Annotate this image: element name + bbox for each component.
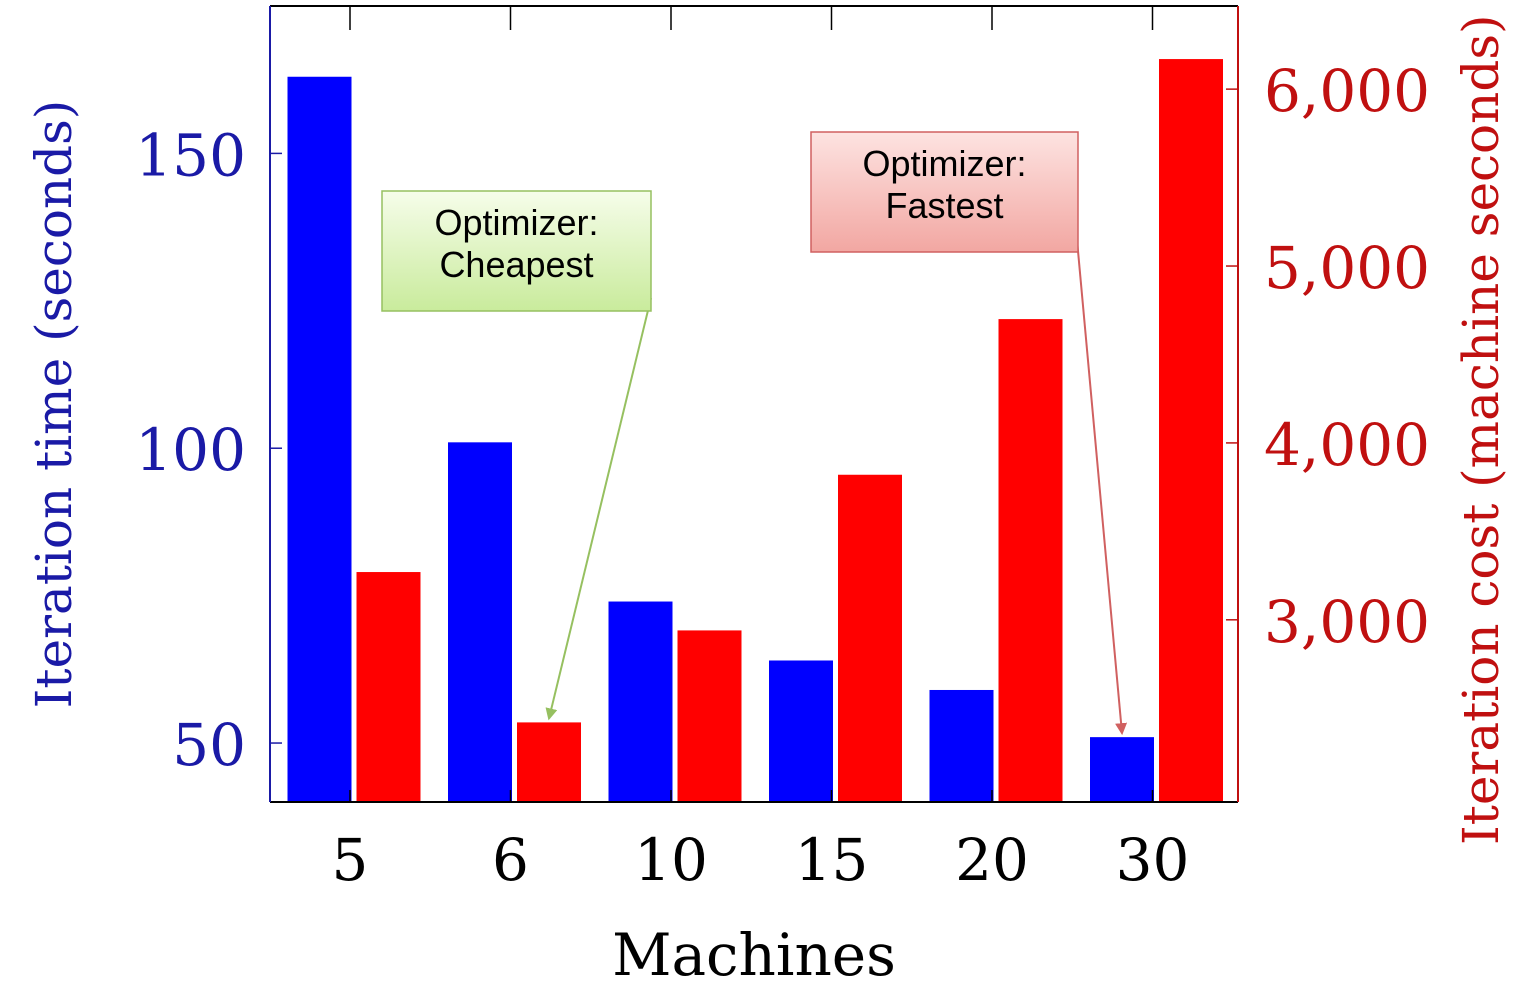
bar-cost-15	[838, 474, 902, 802]
right-y-tick-label: 4,000	[1264, 411, 1430, 479]
annotation-cheapest-arrow	[545, 297, 652, 721]
annotation-cheapest-text: Cheapest	[439, 244, 593, 285]
bar-cost-6	[517, 722, 581, 802]
left-y-tick-label: 100	[135, 416, 246, 484]
left-y-tick-label: 50	[172, 711, 246, 779]
bar-time-6	[448, 442, 512, 802]
right-y-tick-label: 5,000	[1264, 234, 1430, 302]
bar-time-15	[769, 660, 833, 802]
bars-layer	[287, 59, 1223, 803]
right-y-tick-label: 3,000	[1264, 588, 1430, 656]
bar-time-10	[608, 601, 673, 802]
x-tick-label: 5	[332, 826, 369, 894]
annotation-fastest-text: Optimizer:	[862, 143, 1026, 184]
x-tick-label: 30	[1116, 826, 1190, 894]
right-axis-label: Iteration cost (machine seconds)	[1452, 14, 1510, 845]
bar-time-30	[1090, 737, 1154, 802]
bar-time-20	[929, 689, 994, 802]
right-y-tick-label: 6,000	[1264, 57, 1430, 125]
bar-cost-20	[998, 319, 1063, 802]
annotation-fastest-box	[810, 131, 1079, 253]
x-tick-label: 20	[955, 826, 1029, 894]
x-tick-label: 10	[634, 826, 708, 894]
bar-cost-30	[1159, 59, 1223, 803]
annotation-fastest-arrow	[1076, 239, 1128, 736]
annotation-cheapest-text: Optimizer:	[434, 202, 598, 243]
x-axis-label: Machines	[612, 921, 896, 981]
bar-time-5	[287, 76, 352, 802]
bar-cost-5	[356, 572, 421, 802]
annotation-fastest-text: Fastest	[885, 185, 1003, 226]
annotation-cheapest-box	[381, 190, 652, 312]
left-axis-label: Iteration time (seconds)	[25, 100, 83, 709]
x-tick-label: 15	[795, 826, 869, 894]
x-tick-label: 6	[492, 826, 529, 894]
left-y-tick-label: 150	[135, 121, 246, 189]
ticks-layer: 5 6 10 15 20 30 50 100 150 3,000 4,000 5,000 6,000	[135, 6, 1430, 894]
bar-cost-10	[677, 630, 742, 802]
